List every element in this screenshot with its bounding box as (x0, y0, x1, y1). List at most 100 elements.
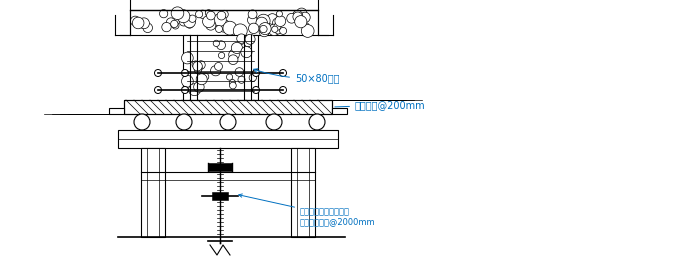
Circle shape (143, 23, 152, 33)
Circle shape (234, 24, 247, 38)
Circle shape (139, 18, 150, 29)
Bar (332, 108, 347, 114)
Circle shape (220, 114, 236, 130)
Circle shape (275, 16, 285, 27)
Circle shape (194, 82, 204, 92)
Circle shape (287, 13, 296, 23)
Circle shape (214, 14, 226, 26)
Circle shape (228, 55, 238, 64)
Circle shape (154, 86, 161, 93)
Circle shape (160, 10, 168, 18)
Circle shape (182, 86, 189, 93)
Circle shape (274, 23, 281, 30)
Circle shape (249, 23, 259, 34)
Text: 梁底木板@200mm: 梁底木板@200mm (335, 100, 426, 110)
Circle shape (130, 16, 140, 26)
Circle shape (189, 15, 196, 22)
Circle shape (195, 11, 203, 18)
Circle shape (201, 73, 209, 80)
Circle shape (241, 46, 252, 58)
Circle shape (253, 86, 260, 93)
Circle shape (238, 76, 245, 83)
Circle shape (171, 20, 178, 28)
Text: 可调顶托，在梁底顺梁
长方向设一排@2000mm: 可调顶托，在梁底顺梁 长方向设一排@2000mm (239, 194, 376, 226)
Circle shape (264, 21, 274, 31)
Circle shape (206, 10, 212, 16)
Circle shape (223, 21, 237, 35)
Circle shape (199, 10, 207, 19)
Circle shape (232, 42, 242, 54)
Circle shape (218, 20, 230, 32)
Circle shape (245, 34, 255, 44)
Circle shape (259, 26, 269, 37)
Circle shape (273, 18, 282, 28)
Circle shape (203, 15, 214, 28)
Circle shape (267, 14, 278, 24)
Circle shape (133, 17, 144, 29)
Circle shape (182, 52, 193, 64)
Circle shape (309, 114, 325, 130)
Circle shape (227, 74, 233, 80)
Bar (212, 192, 228, 200)
Circle shape (192, 61, 199, 68)
Circle shape (260, 25, 267, 33)
Circle shape (217, 41, 225, 50)
Circle shape (253, 69, 260, 76)
Circle shape (182, 69, 189, 76)
Circle shape (186, 20, 193, 28)
Circle shape (182, 75, 193, 87)
Text: 50×80木方: 50×80木方 (253, 69, 339, 83)
Circle shape (217, 11, 226, 20)
Circle shape (213, 40, 219, 46)
Circle shape (256, 17, 268, 29)
Circle shape (229, 82, 236, 89)
Circle shape (303, 23, 309, 29)
Circle shape (229, 79, 236, 86)
Circle shape (249, 74, 256, 81)
Circle shape (193, 62, 202, 71)
Circle shape (196, 74, 207, 85)
Circle shape (294, 16, 307, 28)
Circle shape (279, 86, 286, 93)
Circle shape (300, 12, 310, 22)
Circle shape (244, 39, 252, 47)
Bar (141, 148, 165, 237)
Circle shape (219, 52, 225, 58)
Circle shape (171, 7, 184, 20)
Bar (124, 100, 332, 114)
Circle shape (266, 114, 282, 130)
Circle shape (172, 22, 179, 29)
Circle shape (179, 17, 188, 26)
Circle shape (197, 61, 205, 69)
Circle shape (210, 66, 221, 76)
Bar (109, 108, 124, 114)
Circle shape (268, 24, 280, 35)
Circle shape (162, 22, 171, 32)
Circle shape (167, 18, 176, 27)
Circle shape (176, 114, 192, 130)
Circle shape (293, 12, 303, 22)
Circle shape (248, 10, 257, 19)
Circle shape (235, 68, 244, 76)
Circle shape (279, 69, 286, 76)
Bar (208, 163, 232, 171)
Circle shape (216, 26, 223, 33)
Circle shape (134, 114, 150, 130)
Circle shape (189, 84, 201, 96)
Circle shape (229, 49, 239, 60)
Circle shape (220, 10, 228, 19)
Circle shape (237, 34, 246, 43)
Circle shape (184, 16, 195, 28)
Circle shape (279, 27, 287, 34)
Circle shape (275, 28, 281, 34)
Circle shape (177, 10, 190, 23)
Circle shape (296, 8, 307, 19)
Circle shape (206, 11, 215, 20)
Bar (291, 148, 315, 237)
Bar (130, 10, 318, 35)
Circle shape (194, 66, 201, 74)
Circle shape (259, 22, 271, 35)
Circle shape (194, 64, 202, 72)
Circle shape (301, 25, 314, 37)
Circle shape (154, 69, 161, 76)
